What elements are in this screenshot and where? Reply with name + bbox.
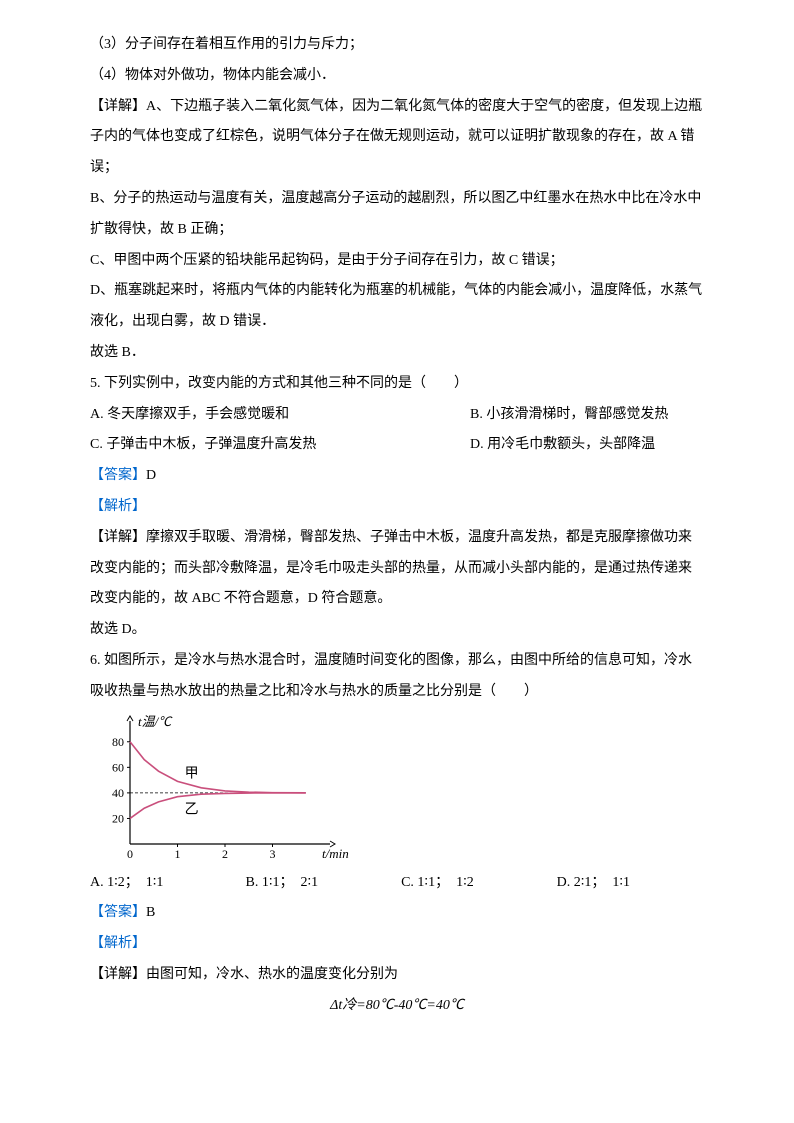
svg-text:t/min: t/min (322, 846, 349, 861)
q5-pick: 故选 D。 (90, 615, 704, 646)
q5-option-c: C. 子弹击中木板，子弹温度升高发热 (90, 430, 410, 461)
q5-options-row1: A. 冬天摩擦双手，手会感觉暖和 B. 小孩滑滑梯时，臀部感觉发热 (90, 400, 704, 431)
q4-point3: （3）分子间存在着相互作用的引力与斥力； (90, 30, 704, 61)
q4-detail-d: D、瓶塞跳起来时，将瓶内气体的内能转化为瓶塞的机械能，气体的内能会减小，温度降低… (90, 276, 704, 338)
q4-pick: 故选 B． (90, 338, 704, 369)
svg-text:20: 20 (112, 811, 124, 825)
q5-analysis-label: 【解析】 (90, 492, 704, 523)
svg-text:t温/℃: t温/℃ (138, 714, 173, 729)
q4-detail-b: B、分子的热运动与温度有关，温度越高分子运动的越剧烈，所以图乙中红墨水在热水中比… (90, 184, 704, 246)
svg-text:3: 3 (270, 847, 276, 861)
svg-text:0: 0 (127, 847, 133, 861)
q6-option-b: B. 1∶1； 2∶1 (246, 868, 393, 899)
q5-detail: 【详解】摩擦双手取暖、滑滑梯，臀部发热、子弹击中木板，温度升高发热，都是克服摩擦… (90, 523, 704, 615)
svg-text:甲: 甲 (185, 766, 199, 781)
svg-text:2: 2 (222, 847, 228, 861)
q6-option-d: D. 2∶1； 1∶1 (557, 868, 704, 899)
svg-text:60: 60 (112, 760, 124, 774)
answer-label: 【答案】 (90, 905, 146, 920)
svg-text:1: 1 (175, 847, 181, 861)
q5-option-d: D. 用冷毛巾敷额头，头部降温 (470, 430, 655, 461)
q6-detail: 【详解】由图可知，冷水、热水的温度变化分别为 (90, 960, 704, 991)
svg-text:乙: 乙 (185, 801, 199, 817)
q6-option-c: C. 1∶1； 1∶2 (401, 868, 548, 899)
q6-options: A. 1∶2； 1∶1 B. 1∶1； 2∶1 C. 1∶1； 1∶2 D. 2… (90, 868, 704, 899)
q6-option-a: A. 1∶2； 1∶1 (90, 868, 237, 899)
q6-answer-value: B (146, 905, 155, 920)
q6-answer: 【答案】B (90, 898, 704, 929)
q4-detail-c: C、甲图中两个压紧的铅块能吊起钩码，是由于分子间存在引力，故 C 错误； (90, 246, 704, 277)
q5-answer-value: D (146, 468, 156, 483)
q4-point4: （4）物体对外做功，物体内能会减小． (90, 61, 704, 92)
q6-formula: Δt冷=80℃-40℃=40℃ (90, 991, 704, 1022)
q5-stem: 5. 下列实例中，改变内能的方式和其他三种不同的是（ ） (90, 369, 704, 400)
q6-chart: 20 40 60 80 0 1 2 3 t温/℃ t/min 甲乙 (90, 714, 350, 864)
q6-stem: 6. 如图所示，是冷水与热水混合时，温度随时间变化的图像，那么，由图中所给的信息… (90, 646, 704, 708)
q5-options-row2: C. 子弹击中木板，子弹温度升高发热 D. 用冷毛巾敷额头，头部降温 (90, 430, 704, 461)
q6-analysis-label: 【解析】 (90, 929, 704, 960)
q5-answer: 【答案】D (90, 461, 704, 492)
svg-text:40: 40 (112, 785, 124, 799)
answer-label: 【答案】 (90, 468, 146, 483)
q5-option-a: A. 冬天摩擦双手，手会感觉暖和 (90, 400, 410, 431)
svg-text:80: 80 (112, 734, 124, 748)
q4-detail-a: 【详解】A、下边瓶子装入二氧化氮气体，因为二氧化氮气体的密度大于空气的密度，但发… (90, 92, 704, 184)
q5-option-b: B. 小孩滑滑梯时，臀部感觉发热 (470, 400, 668, 431)
